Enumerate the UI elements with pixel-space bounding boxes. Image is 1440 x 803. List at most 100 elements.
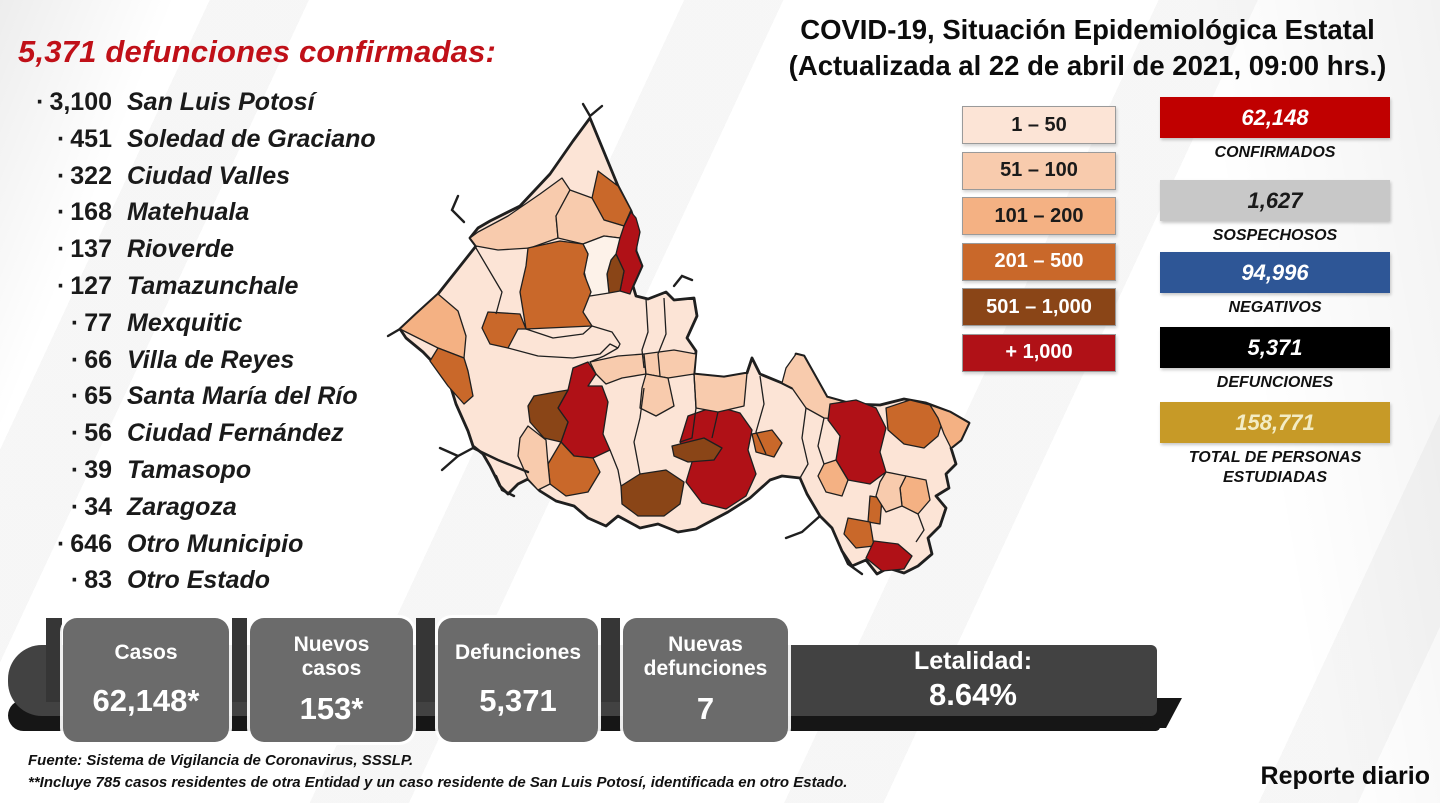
page-title: COVID-19, Situación Epidemiológica Estat…: [745, 12, 1430, 84]
death-count: 77: [84, 308, 112, 337]
death-row: · 451 Soledad de Graciano: [20, 125, 376, 162]
death-municipality: Rioverde: [127, 235, 234, 264]
bullet-icon: ·: [56, 529, 66, 558]
municipality-region: [671, 437, 723, 463]
death-row: · 65 Santa María del Río: [20, 382, 376, 419]
death-row: · 66 Villa de Reyes: [20, 346, 376, 383]
legend-item: 501 – 1,000: [962, 288, 1116, 326]
death-count: 65: [84, 382, 112, 411]
box-value: 5,371: [479, 682, 557, 718]
stat-negativos: 94,996 NEGATIVOS: [1160, 252, 1390, 318]
ribbon-tab: [46, 618, 62, 702]
defunciones-box: Defunciones 5,371: [438, 618, 598, 742]
nuevas-defunciones-box: Nuevas defunciones 7: [623, 618, 788, 742]
municipality-region: [751, 429, 783, 458]
border-tick: [471, 446, 530, 474]
death-row: · 3,100 San Luis Potosí: [20, 88, 376, 125]
death-municipality: Otro Municipio: [127, 529, 304, 558]
municipal-border: [633, 387, 645, 475]
slp-choropleth-map: [378, 86, 982, 601]
box-label: Nuevos casos: [293, 633, 370, 681]
bullet-icon: ·: [70, 492, 80, 521]
municipality-region: [843, 517, 875, 549]
municipality-region: [519, 240, 593, 330]
box-label: Casos: [114, 641, 178, 665]
nuevos-casos-box: Nuevos casos 153*: [250, 618, 413, 742]
lethality-label: Letalidad:: [913, 647, 1033, 676]
death-municipality: Ciudad Fernández: [127, 419, 344, 448]
border-tick: [784, 514, 822, 540]
death-municipality: Tamasopo: [127, 455, 252, 484]
municipal-border: [525, 325, 593, 339]
inclusion-note: **Incluye 785 casos residentes de otra E…: [28, 774, 848, 791]
death-municipality: Santa María del Río: [127, 382, 358, 411]
stat-bar: 62,148: [1160, 97, 1390, 138]
municipal-border: [591, 325, 621, 349]
stat-bar: 94,996: [1160, 252, 1390, 293]
legend-item: 1 – 50: [962, 106, 1116, 144]
death-count: 39: [84, 455, 112, 484]
death-count: 451: [70, 124, 112, 153]
death-municipality: San Luis Potosí: [127, 88, 315, 116]
stat-total-estudiadas: 158,771 TOTAL DE PERSONAS ESTUDIADAS: [1160, 402, 1390, 488]
border-tick: [440, 454, 460, 472]
lethality-value: 8.64%: [929, 677, 1017, 713]
deaths-list: · 3,100 San Luis Potosí · 451 Soledad de Gra…: [20, 88, 376, 603]
municipal-border: [711, 411, 719, 439]
municipal-border: [755, 375, 767, 455]
municipal-border: [507, 343, 619, 359]
death-count: 168: [70, 198, 112, 227]
death-count: 137: [70, 235, 112, 264]
border-tick: [494, 474, 516, 498]
bullet-icon: ·: [70, 345, 80, 374]
map-legend: 1 – 50 51 – 100 101 – 200 201 – 500 501 …: [962, 106, 1116, 379]
municipality-region: [929, 404, 970, 449]
box-value: 7: [696, 690, 715, 726]
stat-label: NEGATIVOS: [1228, 299, 1322, 316]
bullet-icon: ·: [56, 161, 66, 190]
bullet-icon: ·: [56, 271, 66, 300]
stat-bar: 5,371: [1160, 327, 1390, 368]
death-count: 127: [70, 271, 112, 300]
death-count: 66: [84, 345, 112, 374]
municipality-region: [517, 425, 551, 491]
stat-sospechosos: 1,627 SOSPECHOSOS: [1160, 180, 1390, 246]
municipal-border: [589, 347, 619, 363]
municipality-region: [643, 349, 697, 379]
municipal-border: [641, 298, 649, 369]
legend-item: + 1,000: [962, 333, 1116, 372]
legend-item: 101 – 200: [962, 197, 1116, 235]
municipal-border: [679, 373, 697, 443]
death-row: · 127 Tamazunchale: [20, 272, 376, 309]
death-row: · 168 Matehuala: [20, 198, 376, 235]
legend-item: 51 – 100: [962, 151, 1116, 190]
death-row: · 39 Tamasopo: [20, 456, 376, 493]
death-municipality: Ciudad Valles: [127, 161, 291, 190]
box-value: 62,148*: [92, 682, 200, 718]
box-value: 153*: [299, 690, 364, 726]
ribbon-tab: [416, 618, 435, 702]
state-map-svg: [386, 102, 971, 576]
bullet-icon: ·: [36, 88, 45, 116]
border-tick: [450, 194, 466, 224]
bullet-icon: ·: [56, 198, 66, 227]
municipality-region: [885, 399, 945, 449]
report-type-label: Reporte diario: [1260, 762, 1430, 790]
stat-label: TOTAL DE PERSONAS ESTUDIADAS: [1188, 449, 1362, 486]
municipality-region: [693, 372, 748, 413]
ribbon-tab: [232, 618, 247, 702]
municipality-region: [639, 373, 675, 417]
death-count: 646: [70, 529, 112, 558]
death-count: 34: [84, 492, 112, 521]
stat-confirmados: 62,148 CONFIRMADOS: [1160, 97, 1390, 163]
death-row: · 56 Ciudad Fernández: [20, 419, 376, 456]
border-tick: [438, 446, 475, 458]
ribbon-tab: [601, 618, 620, 702]
border-tick: [386, 327, 402, 338]
municipal-border: [657, 297, 667, 377]
municipality-region: [429, 347, 474, 405]
legend-item: 201 – 500: [962, 242, 1116, 281]
death-count: 322: [70, 161, 112, 190]
stat-label: SOSPECHOSOS: [1212, 227, 1338, 244]
